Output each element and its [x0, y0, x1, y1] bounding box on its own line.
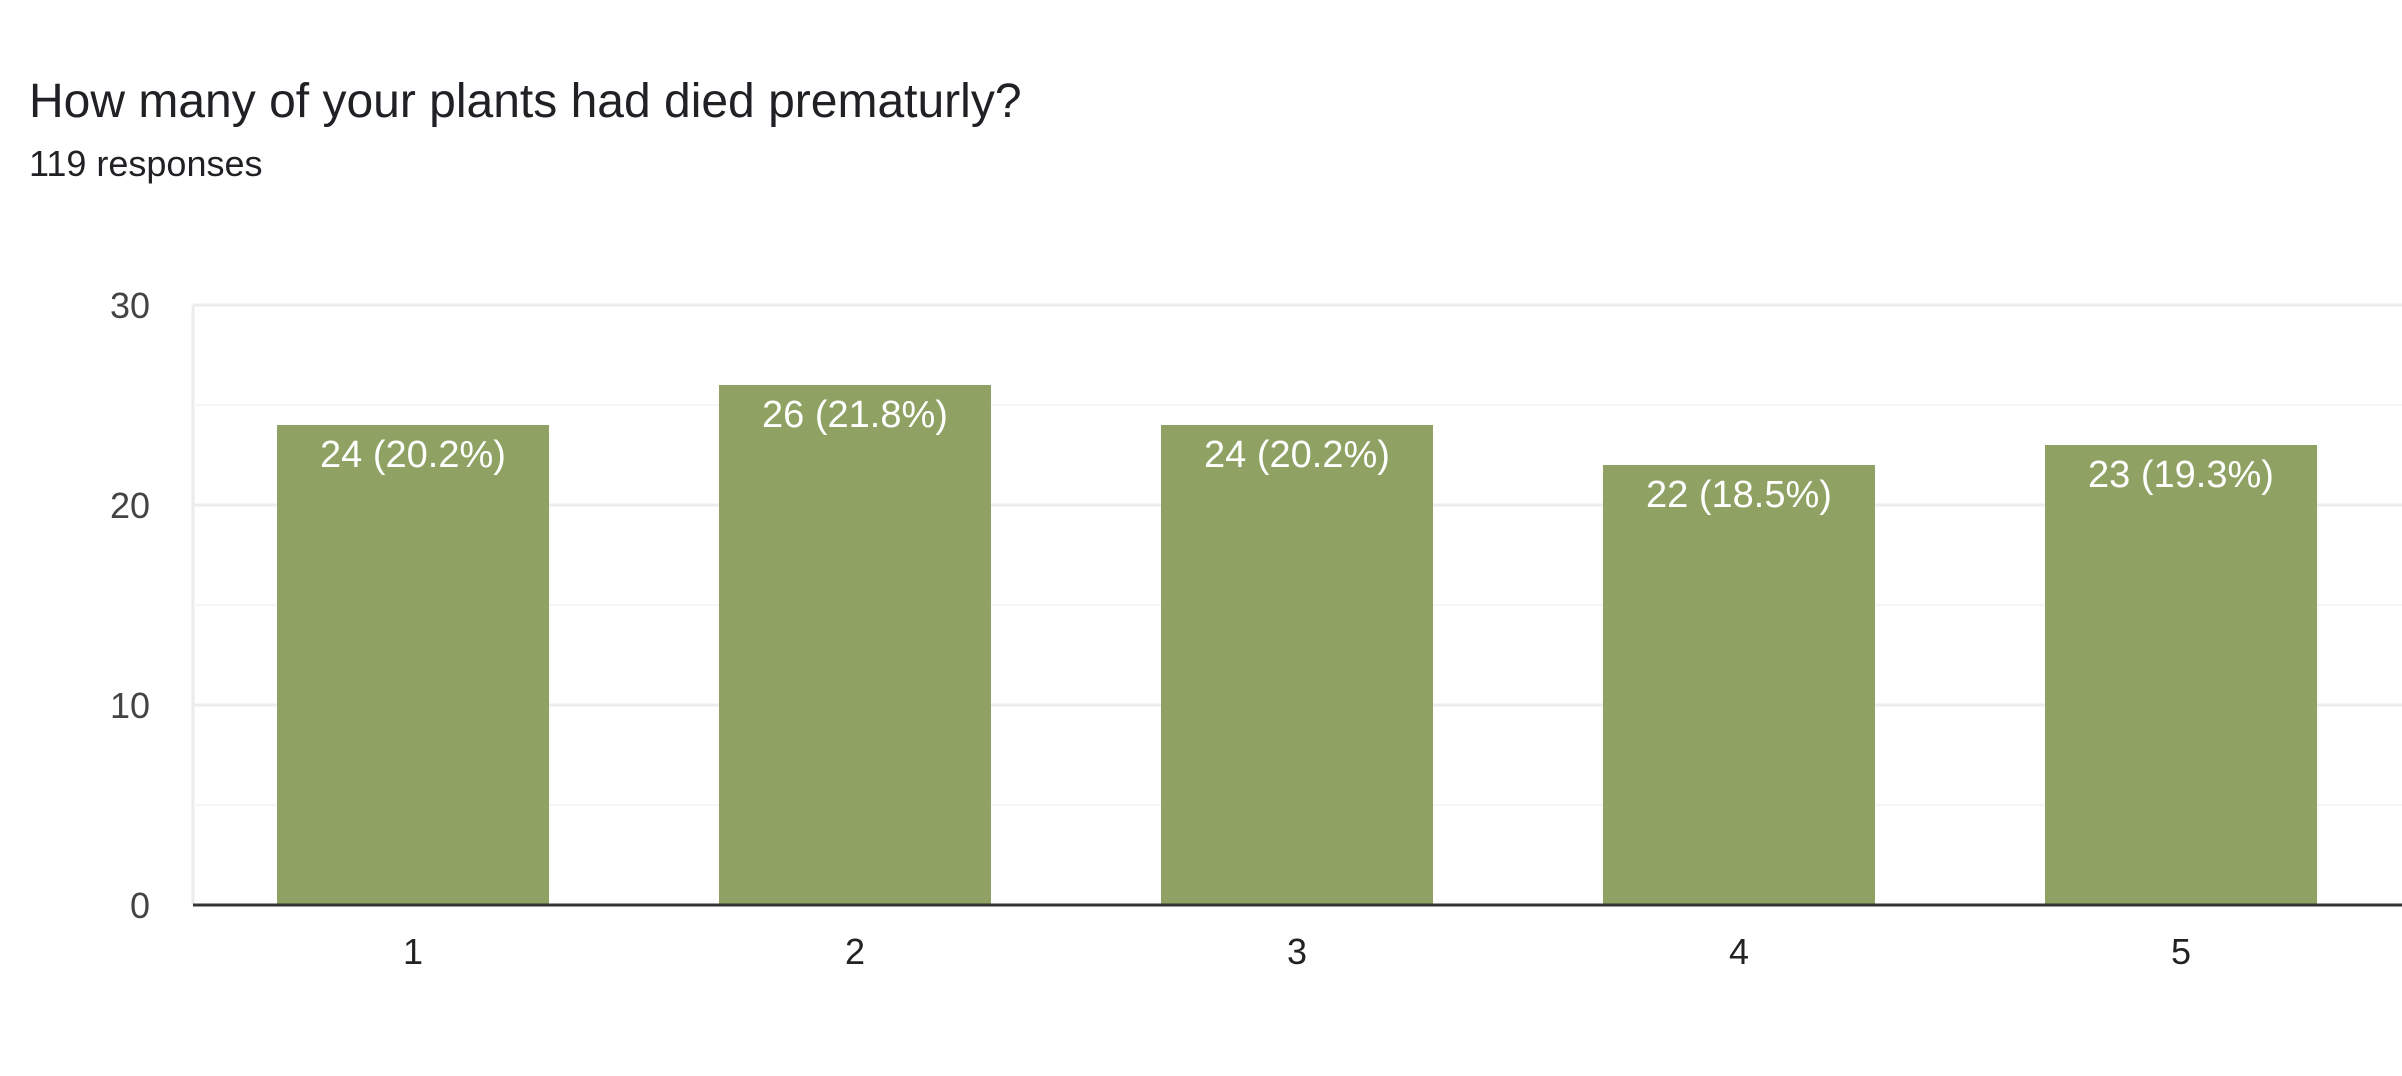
bar-value-label: 24 (20.2%) [320, 434, 506, 476]
bar-value-label: 24 (20.2%) [1204, 434, 1390, 476]
bar [719, 385, 991, 905]
bar-value-label: 23 (19.3%) [2088, 454, 2274, 496]
x-category-label: 2 [845, 931, 865, 972]
bar [2045, 445, 2317, 905]
bar [277, 425, 549, 905]
bar [1603, 465, 1875, 905]
question-title: How many of your plants had died prematu… [29, 75, 1022, 128]
x-category-label: 3 [1287, 931, 1307, 972]
x-category-label: 4 [1729, 931, 1749, 972]
y-tick-label: 20 [110, 485, 150, 526]
y-tick-label: 10 [110, 685, 150, 726]
labels: 0 10 20 30 24 (20.2%) 1 26 (21.8%) 2 24 (20.2%) 3… [110, 285, 2274, 972]
y-tick-label: 0 [130, 885, 150, 926]
y-tick-label: 30 [110, 285, 150, 326]
response-count: 119 responses [29, 143, 263, 184]
bar-value-label: 22 (18.5%) [1646, 474, 1832, 516]
x-category-label: 1 [403, 931, 423, 972]
chart-header: How many of your plants had died prematu… [29, 72, 1022, 186]
bar [1161, 425, 1433, 905]
bar-value-label: 26 (21.8%) [762, 394, 948, 436]
x-category-label: 5 [2171, 931, 2191, 972]
bars [277, 385, 2317, 905]
